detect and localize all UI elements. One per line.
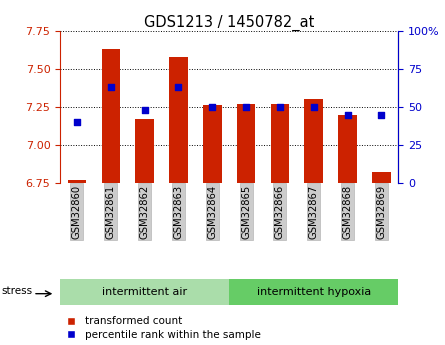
Bar xyxy=(338,115,357,183)
Text: GSM32867: GSM32867 xyxy=(309,185,319,239)
Text: GSM32864: GSM32864 xyxy=(207,185,217,239)
Point xyxy=(209,104,216,110)
Point xyxy=(344,112,351,117)
Point xyxy=(73,119,81,125)
Point xyxy=(141,107,148,113)
Text: GSM32865: GSM32865 xyxy=(241,185,251,239)
Bar xyxy=(60,279,229,305)
Bar xyxy=(101,49,120,183)
Text: GSM32866: GSM32866 xyxy=(275,185,285,239)
Text: GSM32861: GSM32861 xyxy=(106,185,116,239)
Point xyxy=(175,85,182,90)
Point xyxy=(310,104,317,110)
Text: GSM32860: GSM32860 xyxy=(72,185,82,239)
Bar xyxy=(169,57,188,183)
Bar xyxy=(229,279,398,305)
Point xyxy=(243,104,250,110)
Legend: transformed count, percentile rank within the sample: transformed count, percentile rank withi… xyxy=(57,312,264,344)
Bar xyxy=(237,104,255,183)
Bar xyxy=(372,172,391,183)
Text: GSM32868: GSM32868 xyxy=(343,185,352,239)
Bar xyxy=(135,119,154,183)
Bar xyxy=(304,99,323,183)
Text: GSM32869: GSM32869 xyxy=(376,185,386,239)
Bar xyxy=(68,180,86,183)
Point xyxy=(378,112,385,117)
Text: GSM32862: GSM32862 xyxy=(140,185,150,239)
Bar xyxy=(271,104,289,183)
Text: intermittent hypoxia: intermittent hypoxia xyxy=(257,287,371,297)
Text: GSM32863: GSM32863 xyxy=(174,185,183,239)
Point xyxy=(276,104,283,110)
Bar xyxy=(203,106,222,183)
Title: GDS1213 / 1450782_at: GDS1213 / 1450782_at xyxy=(144,15,314,31)
Point xyxy=(107,85,114,90)
Text: stress: stress xyxy=(1,286,32,296)
Text: intermittent air: intermittent air xyxy=(102,287,187,297)
